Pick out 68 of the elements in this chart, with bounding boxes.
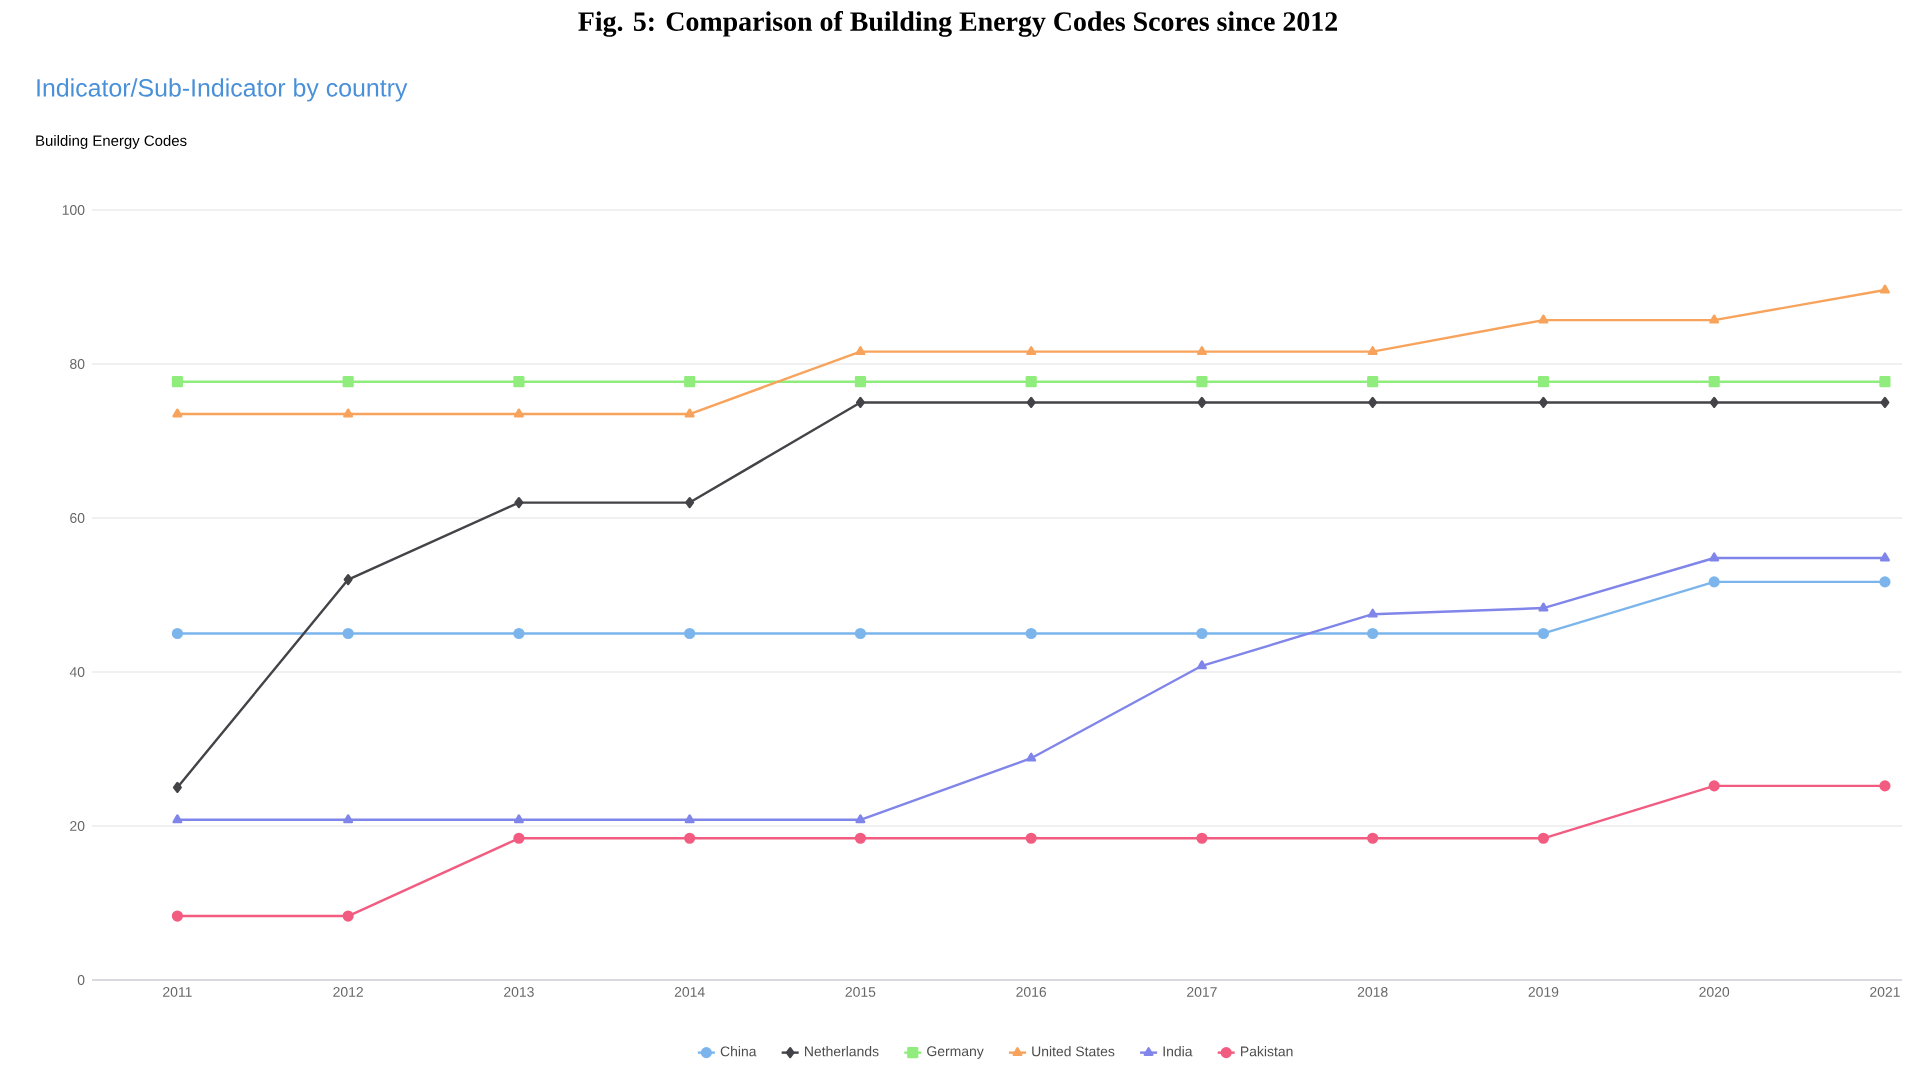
point xyxy=(1709,552,1720,562)
point xyxy=(855,814,866,824)
point xyxy=(343,408,354,418)
point xyxy=(1025,832,1037,844)
chart-title: Indicator/Sub-Indicator by country xyxy=(37,78,408,102)
point xyxy=(513,376,525,388)
point xyxy=(1538,314,1549,324)
point xyxy=(1880,396,1890,409)
point xyxy=(1025,376,1037,388)
point xyxy=(1368,396,1378,409)
point xyxy=(1026,346,1037,356)
point xyxy=(1879,576,1891,588)
point xyxy=(1538,602,1549,612)
point xyxy=(172,814,183,824)
point xyxy=(855,396,865,409)
point xyxy=(1708,576,1720,588)
point xyxy=(1367,608,1378,618)
caption: Fig. 5: Comparison of Building Energy Codes Scores since 2012 xyxy=(578,11,1338,37)
point xyxy=(854,376,866,388)
point xyxy=(513,814,524,824)
point xyxy=(1367,376,1379,388)
point xyxy=(513,408,524,418)
point xyxy=(343,814,354,824)
point xyxy=(684,408,695,418)
point xyxy=(685,496,695,509)
point xyxy=(1879,780,1891,792)
point xyxy=(1367,627,1379,640)
point xyxy=(343,573,353,586)
point xyxy=(1367,832,1379,844)
point xyxy=(1197,396,1207,409)
point xyxy=(172,781,182,794)
point xyxy=(1367,346,1378,356)
point xyxy=(1196,832,1208,844)
point xyxy=(342,376,354,388)
point xyxy=(1879,284,1890,294)
point xyxy=(1025,627,1037,640)
point xyxy=(1709,314,1720,324)
point xyxy=(513,627,525,640)
point xyxy=(1708,780,1720,792)
point xyxy=(1026,396,1036,409)
point xyxy=(342,910,354,922)
point xyxy=(513,832,525,844)
point xyxy=(854,627,866,640)
point xyxy=(172,408,183,418)
point xyxy=(342,627,354,640)
point xyxy=(171,627,183,640)
point xyxy=(1708,376,1720,388)
point xyxy=(684,814,695,824)
point xyxy=(1196,660,1207,670)
point xyxy=(514,496,524,509)
point xyxy=(1538,396,1548,409)
point xyxy=(684,832,696,844)
point xyxy=(1196,627,1208,640)
point xyxy=(684,376,696,388)
point xyxy=(684,627,696,640)
point xyxy=(1537,627,1550,640)
point xyxy=(1537,376,1550,388)
point xyxy=(171,376,183,388)
point xyxy=(855,346,866,356)
point xyxy=(1196,376,1208,388)
point xyxy=(1196,346,1207,356)
point xyxy=(854,832,866,844)
point xyxy=(1026,752,1037,762)
point xyxy=(1709,396,1719,409)
point xyxy=(1537,832,1550,844)
point xyxy=(171,910,183,922)
point xyxy=(1879,552,1890,562)
point xyxy=(1879,376,1891,388)
